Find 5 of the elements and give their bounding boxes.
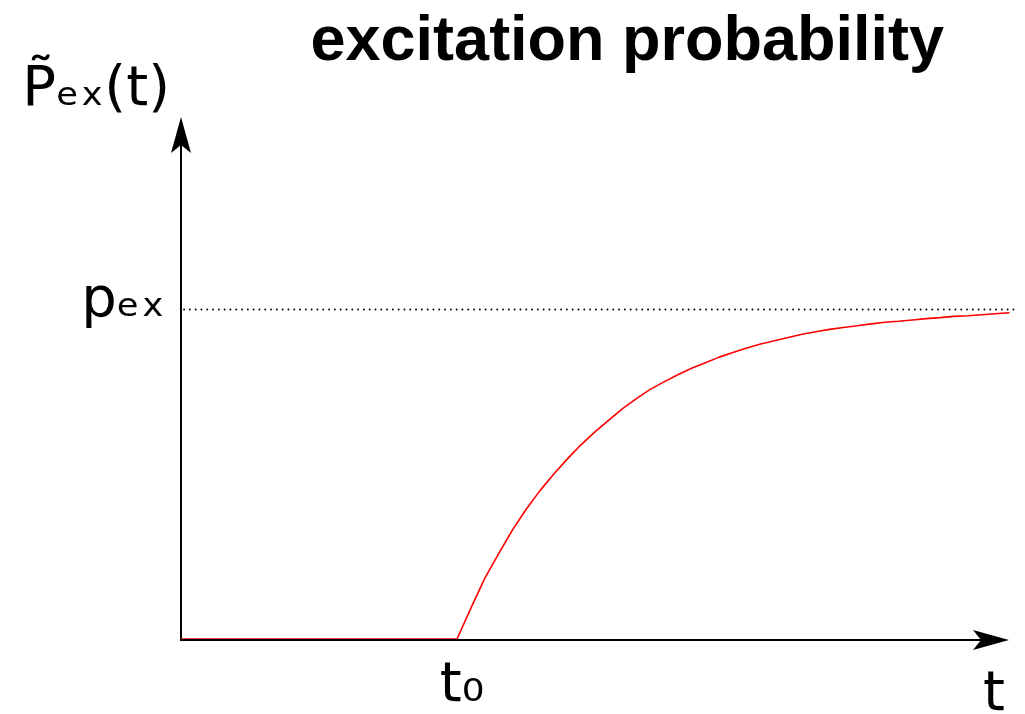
y-axis-title: P̃ₑₓ(t) (22, 53, 170, 118)
chart-title: excitation probability (310, 3, 945, 73)
x-axis-title: t (983, 658, 1005, 714)
ref-line-label: pₑₓ (81, 264, 165, 330)
text: t₀ (439, 649, 485, 714)
